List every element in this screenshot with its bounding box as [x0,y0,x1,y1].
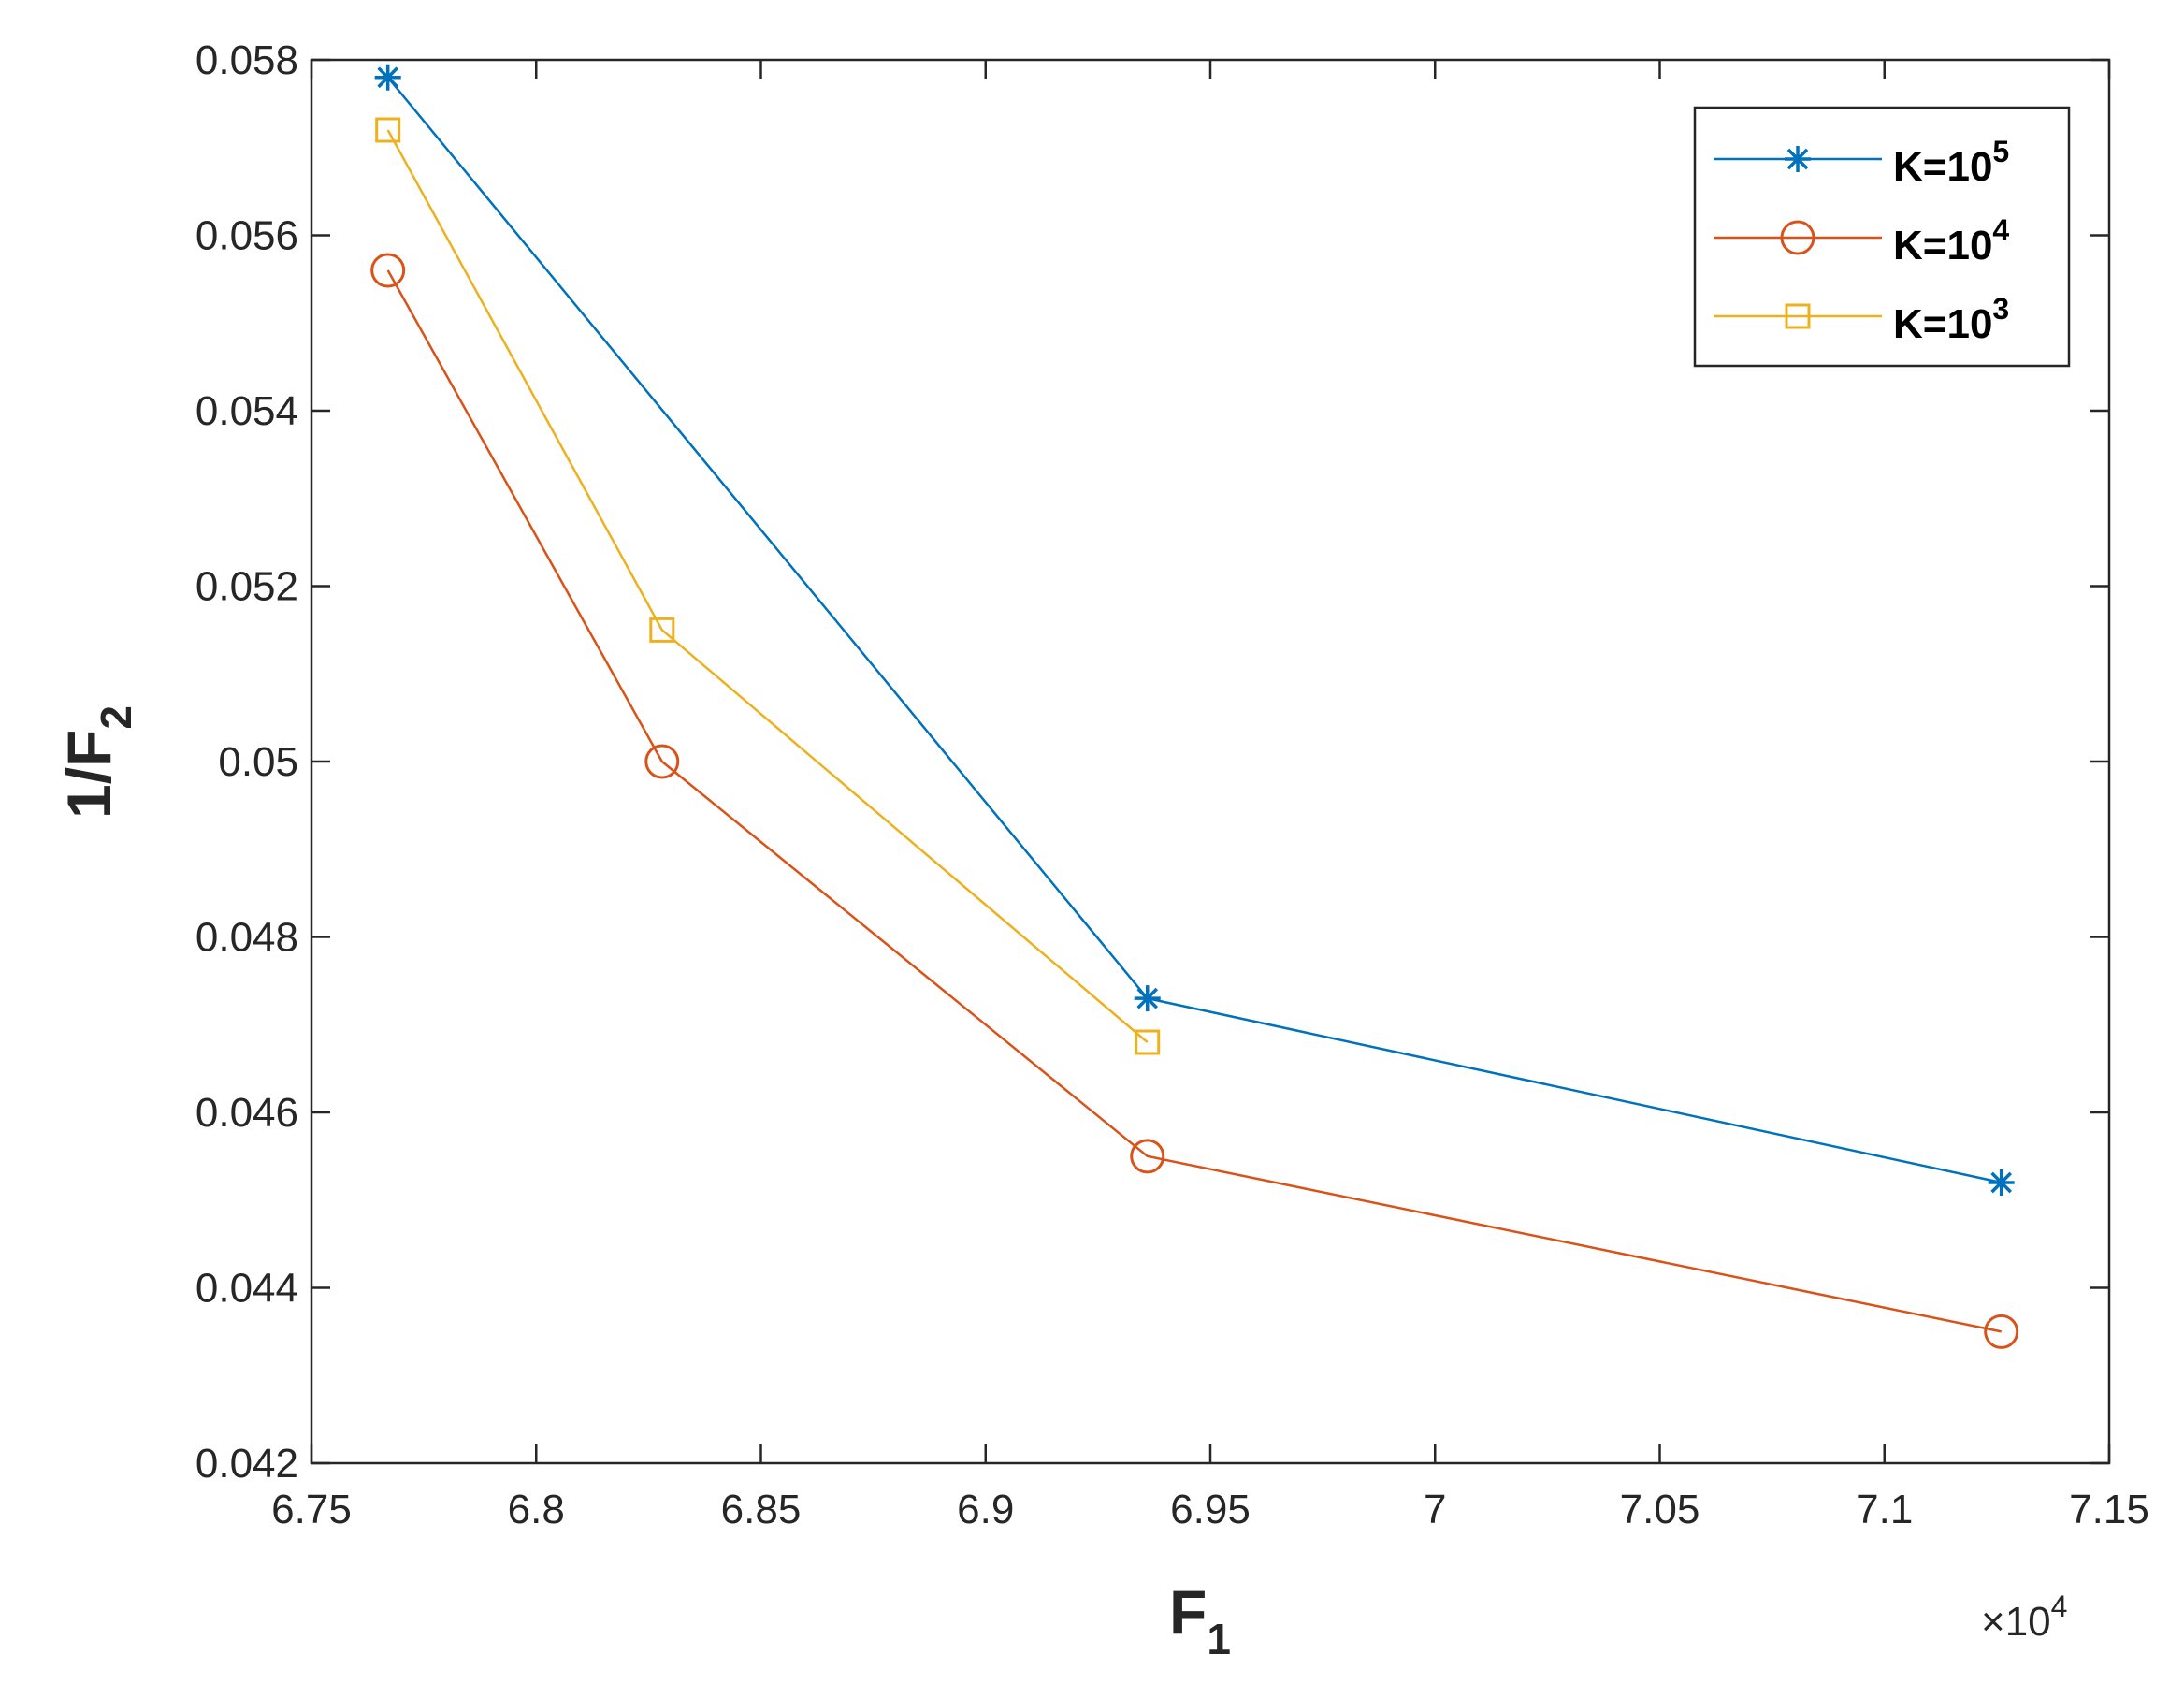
legend-label-base: K=10 [1893,144,1992,190]
x-tick-label: 7.05 [1620,1487,1700,1532]
data-point [1984,1314,2019,1349]
data-point [1988,1169,2015,1196]
y-tick-label: 0.048 [195,915,298,961]
y-tick-label: 0.044 [195,1266,298,1312]
legend-label-exponent: 5 [1992,135,2009,168]
legend-label-exponent: 3 [1992,292,2009,326]
x-axis-label-main: F [1169,1577,1207,1647]
series-2 [375,117,1161,1055]
tick-label-layer: 6.75 6.8 6.85 6.9 6.95 7 7.05 7.1 7.15 0.042 0.044… [195,37,2149,1532]
legend-entry: K=103 [1714,292,2009,347]
series-0 [374,64,2015,1196]
y-tick-label: 0.056 [195,213,298,259]
data-point [644,744,680,779]
y-tick-label: 0.054 [195,388,298,434]
legend-label: K=103 [1893,292,2009,347]
data-point [375,117,401,143]
y-tick-label: 0.042 [195,1441,298,1487]
data-point [1130,1139,1165,1174]
data-point [374,64,401,91]
legend-label: K=105 [1893,135,2009,190]
legend-entry: K=105 [1714,135,2009,190]
y-tick-label: 0.052 [195,564,298,610]
x-exponent-prefix: ×10 [1981,1599,2051,1645]
x-tick-label: 6.8 [508,1487,565,1532]
x-exponent-power: 4 [2051,1590,2068,1623]
x-tick-label: 6.75 [271,1487,352,1532]
legend-marker [1780,220,1815,255]
data-point [649,617,675,643]
series-1 [370,253,2019,1349]
series-line [386,129,1149,1043]
y-tick-label: 0.046 [195,1090,298,1136]
x-axis-label-subscript: 1 [1207,1615,1231,1663]
legend-label-exponent: 4 [1992,213,2009,247]
y-tick-label: 0.058 [195,37,298,83]
legend-marker [1785,146,1811,172]
data-point [370,253,406,288]
data-point [1134,985,1161,1012]
data-point [1135,1029,1161,1055]
series-line [386,269,2002,1333]
x-tick-label: 6.9 [957,1487,1014,1532]
legend-label: K=104 [1893,213,2009,269]
x-tick-label: 7 [1424,1487,1446,1532]
legend-label-base: K=10 [1893,301,1992,347]
y-axis-label-subscript: 2 [92,705,140,730]
x-tick-label: 6.85 [721,1487,802,1532]
x-tick-label: 6.95 [1170,1487,1251,1532]
x-tick-label: 7.15 [2069,1487,2149,1532]
y-axis-label: 1/F2 [54,705,140,819]
series-layer [370,64,2019,1349]
legend-entry: K=104 [1714,213,2009,269]
x-axis-label: F1 [1169,1577,1231,1663]
legend-marker [1785,303,1811,329]
y-tick-label: 0.05 [218,739,298,785]
plot-area-frame [310,58,2111,1465]
y-axis-label-main: 1/F [54,730,123,819]
x-tick-label: 7.1 [1856,1487,1913,1532]
legend-label-base: K=10 [1893,223,1992,269]
x-exponent-label: ×104 [1981,1590,2067,1645]
